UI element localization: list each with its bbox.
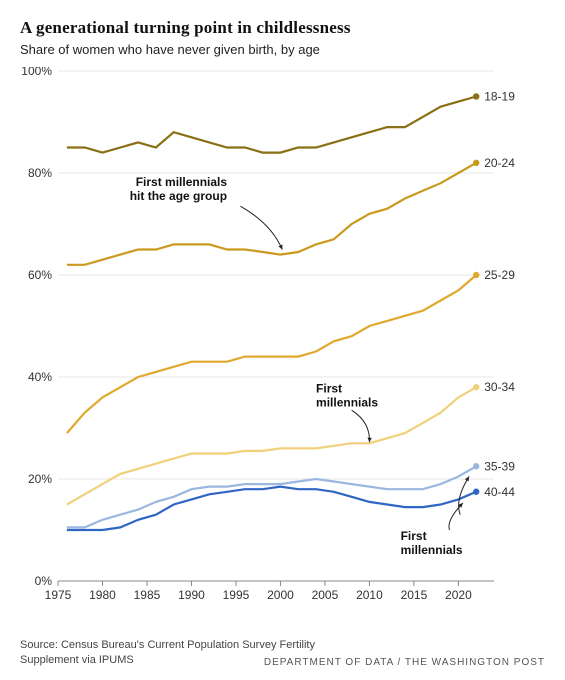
x-tick-label: 1975 [45,588,72,602]
chart-credit: DEPARTMENT OF DATA / THE WASHINGTON POST [264,657,545,668]
annotation-text: hit the age group [130,189,227,203]
series-end-dot-age18_19 [473,93,479,99]
x-tick-label: 1995 [223,588,250,602]
series-end-dot-age25_29 [473,272,479,278]
x-tick-label: 2020 [445,588,472,602]
x-tick-label: 1990 [178,588,205,602]
series-end-dot-age20_24 [473,160,479,166]
series-age40_44 [67,487,476,530]
series-end-label-age18_19: 18-19 [484,90,515,104]
chart-title: A generational turning point in childles… [20,18,545,38]
series-age35_39 [67,466,476,527]
x-tick-label: 2000 [267,588,294,602]
x-tick-label: 2005 [312,588,339,602]
annotation-text: First [401,529,427,543]
x-tick-label: 1985 [134,588,161,602]
annotation-text: First millennials [136,175,228,189]
series-end-label-age20_24: 20-24 [484,156,515,170]
y-tick-label: 20% [28,472,52,486]
annotation-annot3: Firstmillennials [401,529,463,557]
annotation-text: First [316,381,342,395]
annotation-annot2: Firstmillennials [316,381,378,409]
series-end-dot-age40_44 [473,489,479,495]
series-end-dot-age30_34 [473,384,479,390]
annotation-arrow [352,410,370,442]
annotation-text: millennials [401,543,463,557]
series-end-label-age30_34: 30-34 [484,380,515,394]
series-end-dot-age35_39 [473,463,479,469]
y-tick-label: 100% [21,67,52,78]
y-tick-label: 0% [35,574,53,588]
series-end-label-age35_39: 35-39 [484,459,515,473]
series-end-label-age40_44: 40-44 [484,485,515,499]
series-age18_19 [67,97,476,153]
x-tick-label: 2010 [356,588,383,602]
y-tick-label: 60% [28,268,52,282]
annotation-arrow-head [368,438,372,443]
x-tick-label: 1980 [89,588,116,602]
chart-svg: 0% 20% 40% 60% 80% 100% 1975 1980 1985 1990 1995 20… [20,67,542,627]
y-tick-label: 40% [28,370,52,384]
y-tick-label: 80% [28,166,52,180]
annotation-arrow [240,206,282,249]
series-age25_29 [67,275,476,433]
annotation-text: millennials [316,395,378,409]
chart-area: 0% 20% 40% 60% 80% 100% 1975 1980 1985 1990 1995 20… [20,67,542,627]
series-age20_24 [67,163,476,265]
chart-subtitle: Share of women who have never given birt… [20,42,545,57]
x-tick-label: 2015 [401,588,428,602]
series-end-label-age25_29: 25-29 [484,268,515,282]
annotation-annot1: First millennialshit the age group [130,175,228,203]
